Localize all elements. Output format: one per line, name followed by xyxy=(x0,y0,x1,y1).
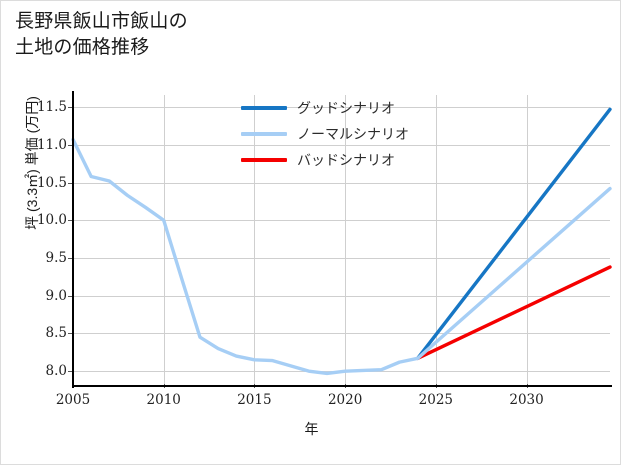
x-tick-label: 2025 xyxy=(418,392,453,408)
legend-item[interactable]: グッドシナリオ xyxy=(241,95,471,121)
y-tick-label: 10.5 xyxy=(36,174,67,191)
x-tick-label: 2010 xyxy=(146,392,181,408)
y-tick-label: 9.5 xyxy=(45,249,67,266)
chart-title: 長野県飯山市飯山の 土地の価格推移 xyxy=(15,11,188,58)
y-tick-mark xyxy=(68,107,72,109)
series-lines xyxy=(71,107,612,376)
gridline-horizontal xyxy=(73,333,610,335)
legend-label: グッドシナリオ xyxy=(297,100,395,116)
y-axis-tick-labels: 8.0 8.5 9.0 9.5 10.0 10.5 11.0 11.5 xyxy=(1,95,67,384)
legend-color-swatch xyxy=(241,132,287,136)
gridline-vertical xyxy=(163,95,165,384)
chart-legend: グッドシナリオ ノーマルシナリオ バッドシナリオ xyxy=(241,95,471,173)
x-axis-title: 年 xyxy=(304,421,319,437)
gridline-horizontal xyxy=(73,220,610,222)
y-tick-mark xyxy=(68,295,72,297)
gridline-vertical xyxy=(254,95,256,384)
y-tick-mark xyxy=(68,182,72,184)
y-tick-label: 9.0 xyxy=(45,287,67,304)
y-axis-line xyxy=(72,91,74,388)
y-tick-mark xyxy=(68,257,72,259)
x-tick-label: 2020 xyxy=(327,392,363,408)
y-tick-label: 10.0 xyxy=(36,212,67,229)
plot-background xyxy=(73,95,610,384)
gridline-vertical xyxy=(345,95,347,384)
legend-label: ノーマルシナリオ xyxy=(297,126,409,142)
y-tick-label: 8.5 xyxy=(45,325,67,342)
gridline-horizontal xyxy=(73,144,610,146)
gridline-vertical xyxy=(435,95,437,384)
y-axis-title: 坪 (3.3㎡) 単価 (万円) xyxy=(24,96,40,230)
legend-item[interactable]: バッドシナリオ xyxy=(241,147,471,173)
legend-color-swatch xyxy=(241,106,287,110)
y-tick-label: 11.0 xyxy=(36,136,67,153)
y-tick-label: 8.0 xyxy=(45,363,67,380)
y-tick-mark xyxy=(68,144,72,146)
plot-area xyxy=(68,95,612,388)
x-tick-label: 2030 xyxy=(509,392,544,408)
y-tick-label: 11.5 xyxy=(36,99,67,116)
series-line xyxy=(416,107,612,361)
x-axis-line xyxy=(72,385,612,387)
y-tick-mark xyxy=(68,371,72,373)
legend-color-swatch xyxy=(241,158,287,162)
y-tick-mark xyxy=(68,220,72,222)
gridline-horizontal xyxy=(73,182,610,184)
legend-label: バッドシナリオ xyxy=(297,152,395,168)
y-tick-mark xyxy=(68,333,72,335)
gridline-horizontal xyxy=(73,257,610,259)
x-axis-tick-labels: 2005 2010 2015 2020 2025 2030 xyxy=(56,392,610,412)
series-line xyxy=(71,137,612,376)
legend-item[interactable]: ノーマルシナリオ xyxy=(241,121,471,147)
gridline-horizontal xyxy=(73,295,610,297)
x-tick-label: 2005 xyxy=(55,392,91,408)
x-tick-label: 2015 xyxy=(237,392,272,408)
gridline-vertical xyxy=(526,95,528,384)
gridline-horizontal xyxy=(73,107,610,109)
series-line xyxy=(416,265,612,361)
